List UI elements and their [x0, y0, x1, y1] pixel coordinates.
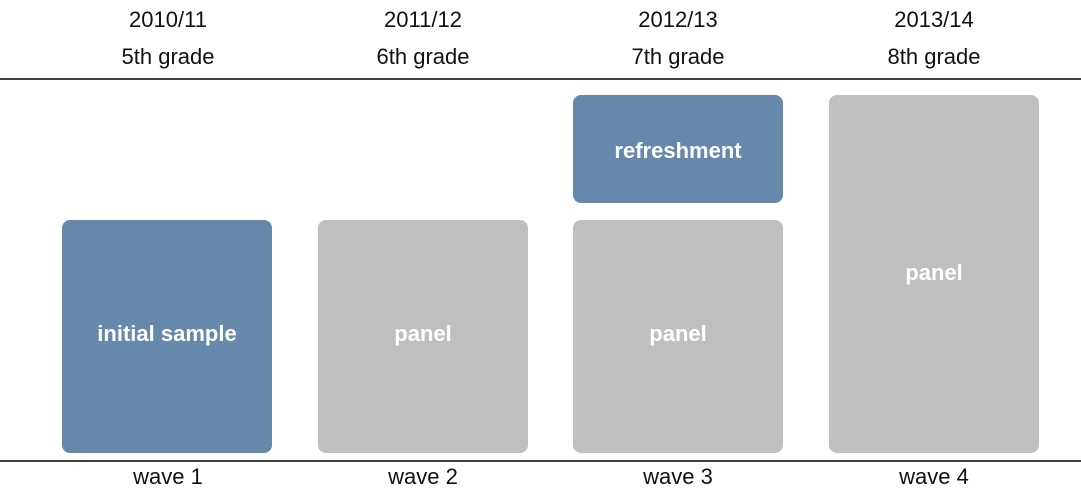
box-label: refreshment: [614, 138, 742, 163]
box-label: initial sample: [97, 321, 236, 346]
panel-box: [829, 95, 1039, 453]
panel-box: [318, 220, 528, 453]
wave-label: wave 2: [387, 464, 458, 489]
box-label: panel: [905, 260, 962, 285]
box-label: panel: [649, 321, 706, 346]
wave-label: wave 4: [898, 464, 969, 489]
grade: 8th grade: [888, 44, 981, 69]
wave-label: wave 3: [642, 464, 713, 489]
year: 2013/14: [894, 7, 974, 32]
sample-box: [62, 220, 272, 453]
refreshment-box: [573, 95, 783, 203]
year: 2011/12: [384, 7, 462, 32]
year: 2010/11: [129, 7, 207, 32]
grade: 6th grade: [377, 44, 470, 69]
grade: 5th grade: [122, 44, 215, 69]
box-label: panel: [394, 321, 451, 346]
grade: 7th grade: [632, 44, 725, 69]
panel-box: [573, 220, 783, 453]
year: 2012/13: [638, 7, 718, 32]
wave-label: wave 1: [132, 464, 203, 489]
